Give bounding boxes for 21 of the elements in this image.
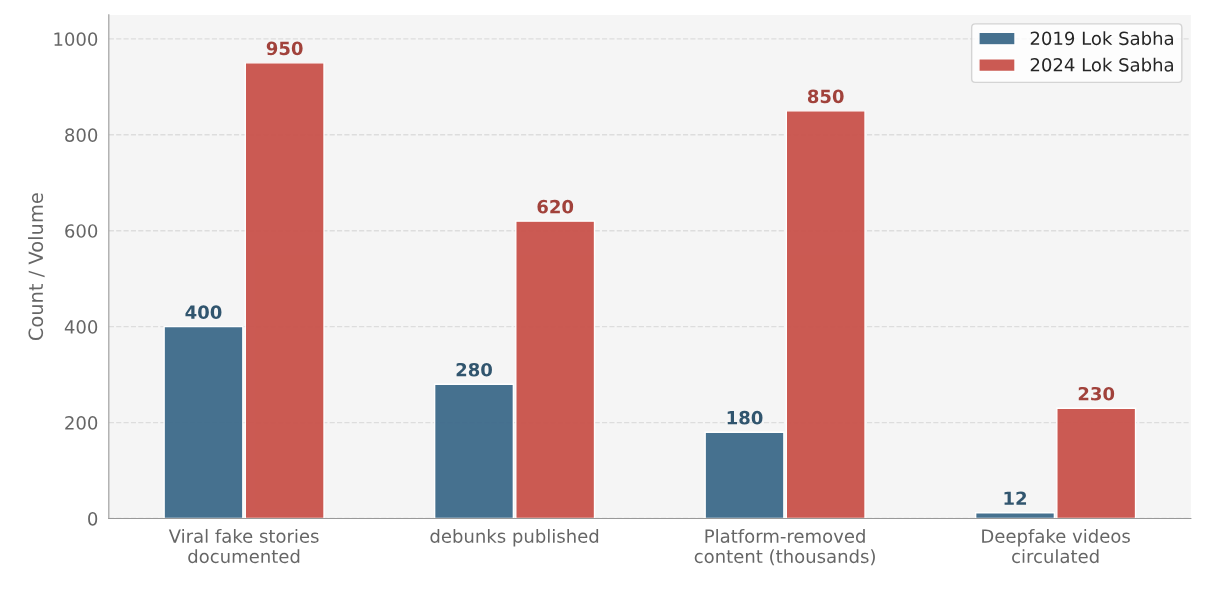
y-tick-label: 1000 xyxy=(54,32,98,46)
y-tick-label: 200 xyxy=(65,416,98,430)
x-tick-label: Platform-removed content (thousands) xyxy=(694,528,875,566)
data-label: 950 xyxy=(266,41,303,56)
data-label: 12 xyxy=(1004,491,1027,505)
data-label: 180 xyxy=(727,410,763,425)
x-tick-label: Deepfake videos circulated xyxy=(982,528,1130,564)
legend-label: 2019 Lok Sabha xyxy=(1030,31,1173,46)
data-label: 400 xyxy=(185,305,222,319)
y-tick-label: 400 xyxy=(64,320,98,334)
y-axis-title: Count / Volume xyxy=(28,193,45,341)
y-tick-label: 800 xyxy=(65,128,98,142)
data-label: 620 xyxy=(537,199,574,214)
y-tick-label: 0 xyxy=(88,511,98,526)
data-label: 850 xyxy=(807,89,844,104)
y-tick-label: 600 xyxy=(65,224,98,238)
x-tick-label: Viral fake stories documented xyxy=(168,528,319,564)
data-label: 280 xyxy=(456,362,492,377)
x-tick-label: debunks published xyxy=(430,528,599,547)
legend-label: 2024 Lok Sabha xyxy=(1030,57,1173,72)
data-label: 230 xyxy=(1078,386,1115,401)
